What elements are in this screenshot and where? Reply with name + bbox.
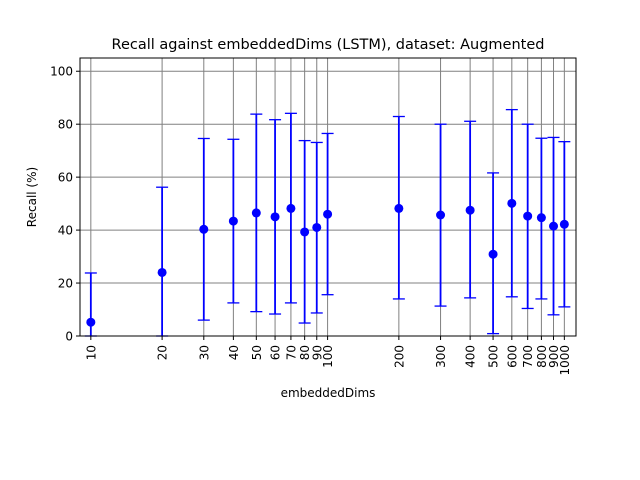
data-point (323, 209, 333, 219)
data-point (228, 216, 238, 226)
chart-title: Recall against embeddedDims (LSTM), data… (112, 37, 545, 53)
x-tick-label: 1000 (558, 345, 572, 376)
x-tick-label: 70 (284, 345, 298, 360)
x-tick-label: 900 (547, 345, 561, 368)
y-tick-label: 60 (58, 171, 73, 185)
error-bar (156, 186, 169, 337)
data-point (436, 210, 446, 220)
data-point (488, 249, 498, 259)
x-tick-label: 50 (250, 345, 264, 360)
data-point (559, 219, 569, 229)
x-tick-label: 10 (84, 345, 98, 360)
data-point (199, 224, 209, 234)
x-tick-label: 20 (156, 345, 170, 360)
data-point (523, 211, 533, 221)
y-tick-label: 100 (50, 65, 73, 79)
data-point (312, 222, 322, 232)
y-axis-label: Recall (%) (25, 167, 39, 227)
data-point (270, 212, 280, 222)
y-axis-ticks: 0 20 40 60 80 100 (50, 65, 80, 344)
x-tick-label: 40 (227, 345, 241, 360)
data-point (507, 198, 517, 208)
x-tick-label: 600 (505, 345, 519, 368)
data-point (157, 267, 167, 277)
data-point (536, 213, 546, 223)
x-tick-label: 200 (392, 345, 406, 368)
x-tick-label: 700 (521, 345, 535, 368)
data-points (86, 198, 569, 327)
y-tick-label: 40 (58, 224, 73, 238)
x-tick-label: 80 (298, 345, 312, 360)
x-tick-label: 500 (487, 345, 501, 368)
x-tick-label: 800 (535, 345, 549, 368)
x-tick-label: 30 (197, 345, 211, 360)
y-tick-label: 20 (58, 277, 73, 291)
x-tick-label: 90 (310, 345, 324, 360)
x-tick-label: 60 (269, 345, 283, 360)
data-point (300, 227, 310, 237)
data-point (549, 221, 559, 231)
x-axis-label: embeddedDims (281, 386, 376, 400)
data-point (286, 203, 296, 213)
y-tick-label: 80 (58, 118, 73, 132)
x-tick-label: 300 (434, 345, 448, 368)
data-point (394, 203, 404, 213)
data-point (465, 205, 475, 215)
x-tick-label: 400 (464, 345, 478, 368)
data-point (251, 208, 261, 218)
data-point (86, 317, 96, 327)
y-tick-label: 0 (65, 330, 73, 344)
x-tick-label: 100 (321, 345, 335, 368)
